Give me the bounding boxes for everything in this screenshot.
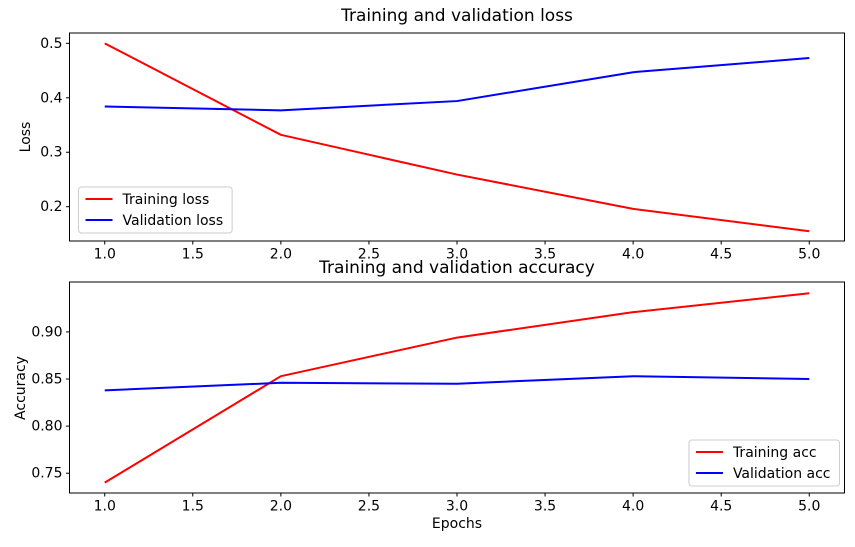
acc-series-validation-acc — [104, 375, 810, 392]
loss-y-axis-label: Loss — [18, 121, 34, 153]
loss-legend-label: Training loss — [122, 192, 210, 208]
acc-legend-box — [688, 439, 840, 487]
epochs-x-axis-label: Epochs — [431, 516, 483, 532]
loss-x-tick-label: 4.0 — [622, 247, 644, 263]
acc-legend-label: Training acc — [732, 445, 817, 461]
loss-x-tick-label: 3.5 — [534, 247, 556, 263]
acc-y-tick-label: 0.80 — [31, 419, 62, 435]
loss-x-tick-label: 4.5 — [710, 247, 732, 263]
loss-x-tick-label: 1.0 — [94, 247, 116, 263]
loss-legend: Training loss Validation loss — [78, 186, 233, 234]
loss-y-tick-label: 0.3 — [40, 145, 62, 161]
acc-y-tick-label: 0.90 — [31, 324, 62, 340]
acc-x-tick-label: 5.0 — [798, 499, 820, 515]
loss-legend-label: Validation loss — [123, 213, 224, 229]
loss-series-validation-loss — [104, 57, 810, 112]
acc-series-training-acc — [104, 292, 810, 484]
accuracy-chart-title: Training and validation accuracy — [319, 258, 595, 278]
acc-x-tick-label: 4.5 — [710, 499, 732, 515]
loss-x-tick-label: 2.5 — [358, 247, 380, 263]
acc-x-tick-label: 4.0 — [622, 499, 644, 515]
acc-x-tick-label: 2.5 — [358, 499, 380, 515]
acc-x-tick-label: 1.0 — [94, 499, 116, 515]
loss-y-tick-label: 0.2 — [40, 199, 62, 215]
loss-legend-box — [78, 186, 233, 234]
loss-y-tick-label: 0.5 — [40, 36, 62, 52]
loss-x-tick-label: 2.0 — [270, 247, 292, 263]
loss-x-tick-label: 3.0 — [446, 247, 468, 263]
acc-x-tick-label: 3.5 — [534, 499, 556, 515]
loss-x-tick-label: 5.0 — [798, 247, 820, 263]
acc-y-tick-label: 0.75 — [31, 466, 62, 482]
acc-legend-label: Validation acc — [733, 466, 831, 482]
loss-chart-title: Training and validation loss — [341, 6, 573, 26]
loss-series-training-loss — [104, 42, 810, 233]
accuracy-y-axis-label: Accuracy — [13, 356, 29, 420]
acc-x-tick-label: 3.0 — [446, 499, 468, 515]
acc-y-tick-label: 0.85 — [31, 372, 62, 388]
acc-legend: Training acc Validation acc — [688, 439, 840, 487]
acc-x-tick-label: 2.0 — [270, 499, 292, 515]
loss-y-tick-label: 0.4 — [40, 90, 62, 106]
loss-x-tick-label: 1.5 — [182, 247, 204, 263]
acc-x-tick-label: 1.5 — [182, 499, 204, 515]
